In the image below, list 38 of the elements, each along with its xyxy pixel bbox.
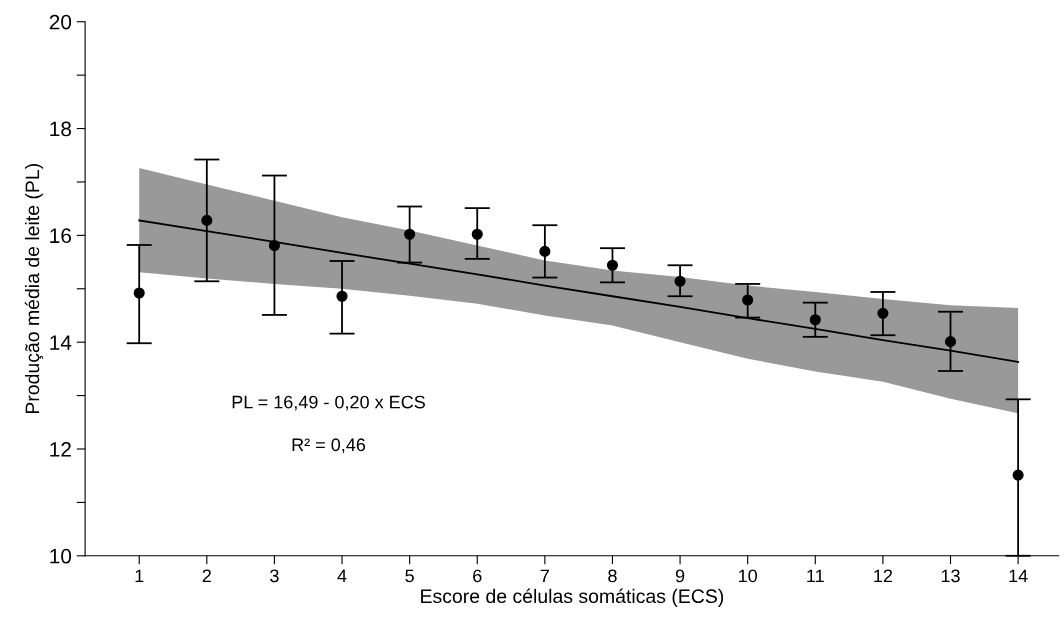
- y-tick-label: 12: [50, 441, 71, 457]
- annotation: R² = 0,46: [292, 438, 366, 454]
- x-tick-label: 13: [941, 569, 960, 583]
- x-tick-label: 9: [675, 569, 685, 583]
- x-tick-label: 4: [337, 569, 347, 583]
- x-tick-label: 11: [807, 569, 824, 583]
- x-tick-label: 5: [405, 569, 414, 583]
- point: [1012, 469, 1024, 481]
- x-tick-label: 2: [202, 569, 211, 583]
- y-tick-label: 14: [50, 335, 72, 350]
- point: [404, 228, 416, 240]
- x-tick-label: 3: [270, 569, 279, 583]
- x-axis-title: Escore de células somáticas (ECS): [421, 588, 724, 607]
- point: [539, 245, 551, 257]
- y-tick-label: 18: [50, 121, 72, 137]
- y-tick-label: 20: [49, 14, 72, 30]
- point: [606, 259, 619, 271]
- point: [944, 336, 957, 348]
- x-tick-label: 14: [1009, 569, 1028, 583]
- point: [268, 239, 280, 252]
- point: [674, 275, 686, 287]
- point: [201, 214, 213, 226]
- point: [742, 294, 754, 306]
- x-tick-label: 10: [739, 569, 758, 583]
- x-tick-label: 8: [608, 569, 617, 583]
- point: [336, 290, 348, 302]
- x-tick-label: 6: [473, 569, 482, 583]
- annotation: PL = 16,49 - 0,20 x ECS: [232, 395, 425, 411]
- x-tick-label: 12: [874, 569, 893, 583]
- point: [133, 287, 145, 299]
- y-axis-title: Produção média de leite (PL): [24, 164, 44, 414]
- point: [809, 314, 821, 326]
- x-tick-label: 1: [135, 569, 144, 583]
- point: [471, 228, 483, 240]
- y-tick-label: 10: [50, 548, 72, 564]
- point: [877, 307, 889, 319]
- y-tick-label: 16: [50, 228, 72, 244]
- x-tick-label: 7: [540, 569, 549, 583]
